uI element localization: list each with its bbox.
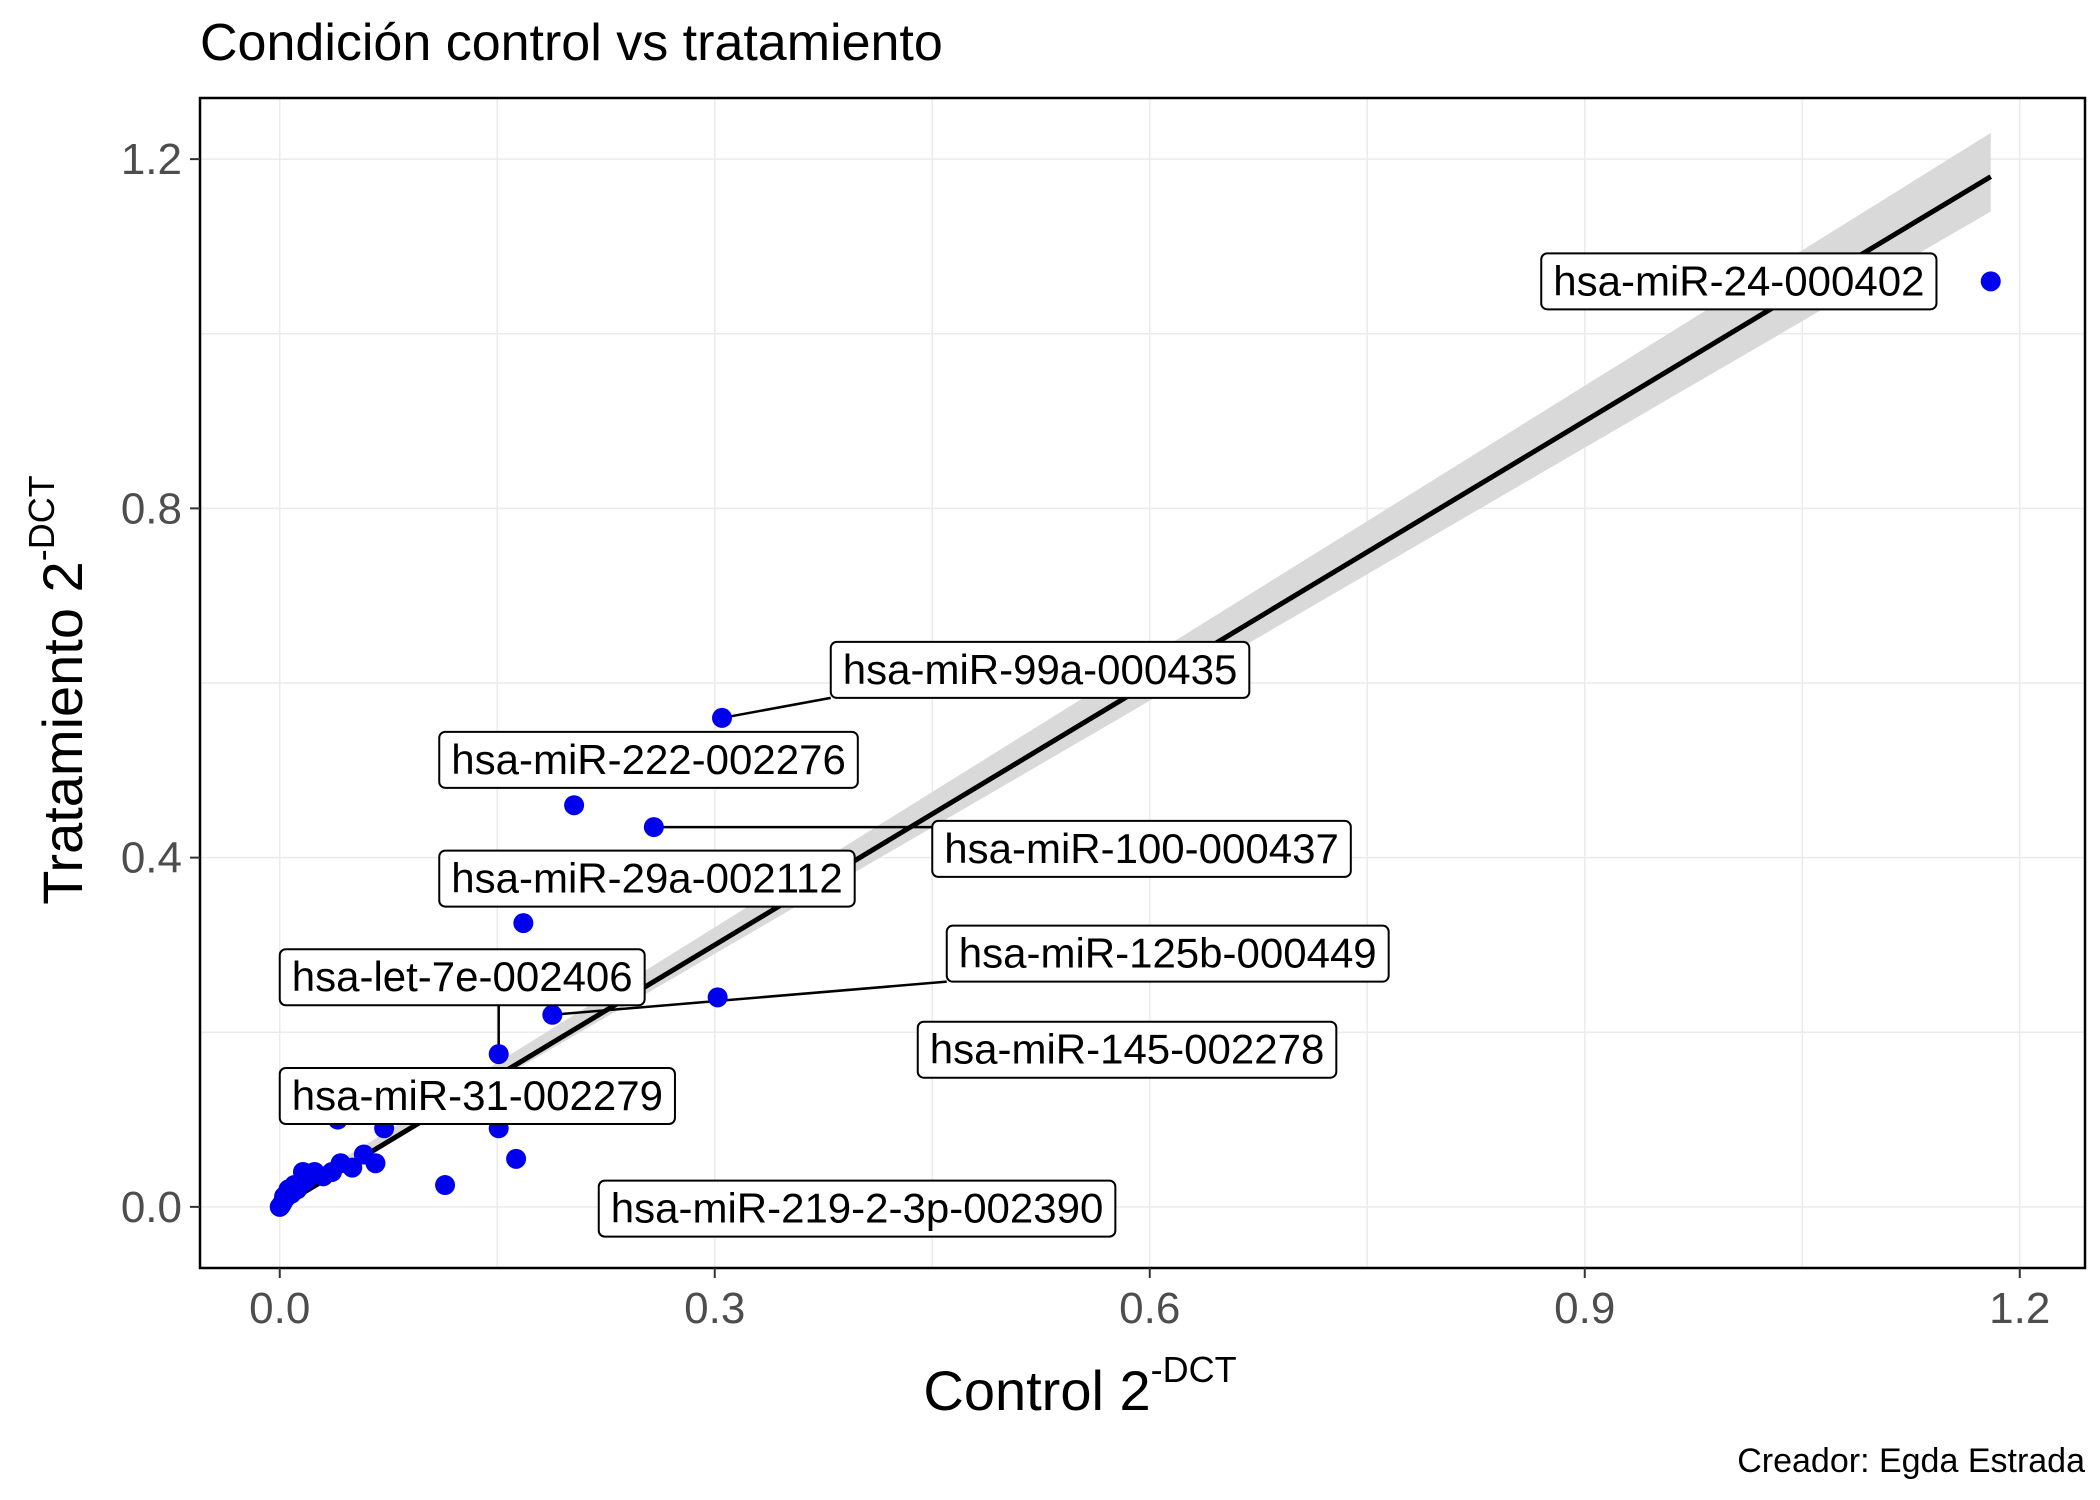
data-point [564,795,585,816]
point-label-text: hsa-miR-31-002279 [292,1072,663,1119]
x-axis-title: Control 2-DCT [923,1349,1236,1422]
point-label-text: hsa-miR-99a-000435 [843,646,1238,693]
data-point [1980,271,2001,292]
point-label-box [278,1066,676,1125]
point-label: hsa-miR-145-002278 [916,1020,1338,1079]
point-label-box [1540,252,1938,311]
data-points [269,271,2001,1217]
x-tick-label: 0.9 [1554,1284,1615,1333]
y-axis-title-main: Tratamiento 2 [31,561,94,904]
x-axis-title-superscript: -DCT [1151,1349,1237,1390]
point-label-box [916,1020,1338,1079]
point-label-text: hsa-miR-24-000402 [1553,257,1924,304]
point-labels: hsa-miR-24-000402 hsa-miR-99a-000435 hsa-m… [278,252,1938,1238]
data-point [435,1175,456,1196]
chart-title: Condición control vs tratamiento [200,14,943,72]
plot-panel-border [198,96,2087,1270]
point-label-text: hsa-miR-100-000437 [944,825,1339,872]
x-tick-label: 0.6 [1119,1284,1180,1333]
data-point [506,1148,527,1169]
data-point [488,1044,509,1065]
point-label-text: hsa-miR-145-002278 [930,1026,1325,1073]
point-label: hsa-miR-24-000402 [1540,252,1938,311]
point-label-box [931,819,1352,878]
point-label-text: hsa-miR-219-2-3p-002390 [611,1185,1104,1232]
y-axis-ticks: 0.0 0.4 0.8 1.2 [121,135,200,1232]
y-tick-label: 0.0 [121,1183,182,1232]
y-axis-title-superscript: -DCT [21,475,62,561]
x-axis-ticks: 0.0 0.3 0.6 0.9 1.2 [249,1268,2050,1333]
point-label: hsa-let-7e-002406 [278,948,646,1007]
y-tick-label: 0.8 [121,484,182,533]
point-label-box [278,948,646,1007]
point-label: hsa-miR-31-002279 [278,1066,676,1125]
point-label-box [438,849,856,908]
data-point [542,1004,563,1025]
point-label-box [597,1179,1117,1238]
point-label: hsa-miR-219-2-3p-002390 [597,1179,1117,1238]
label-leaders [497,696,947,1055]
x-tick-label: 0.3 [684,1284,745,1333]
data-point [269,1196,290,1217]
leader-line [721,696,831,720]
point-label-box [829,640,1251,699]
data-point [712,707,732,728]
point-label-text: hsa-miR-125b-000449 [959,930,1377,977]
point-label-text: hsa-let-7e-002406 [292,953,633,1000]
leader-line [552,980,947,1017]
y-tick-label: 0.4 [121,834,182,883]
point-label: hsa-miR-29a-002112 [438,849,856,908]
point-label-box [945,924,1390,983]
x-tick-label: 1.2 [1989,1284,2050,1333]
y-axis-title: Tratamiento 2-DCT [21,475,94,904]
point-label: hsa-miR-100-000437 [931,819,1352,878]
point-label-text: hsa-miR-222-002276 [451,736,846,783]
data-point [643,817,664,838]
data-point [707,987,728,1008]
point-label-text: hsa-miR-29a-002112 [451,855,842,902]
chart-caption: Creador: Egda Estrada [1737,1442,2085,1480]
point-label: hsa-miR-99a-000435 [829,640,1251,699]
y-tick-label: 1.2 [121,135,182,184]
data-point [353,1144,374,1165]
x-tick-label: 0.0 [249,1284,310,1333]
point-label: hsa-miR-125b-000449 [945,924,1390,983]
point-label: hsa-miR-222-002276 [438,730,859,789]
point-label-box [438,730,859,789]
x-axis-title-main: Control 2 [923,1359,1150,1422]
data-point [513,913,534,934]
